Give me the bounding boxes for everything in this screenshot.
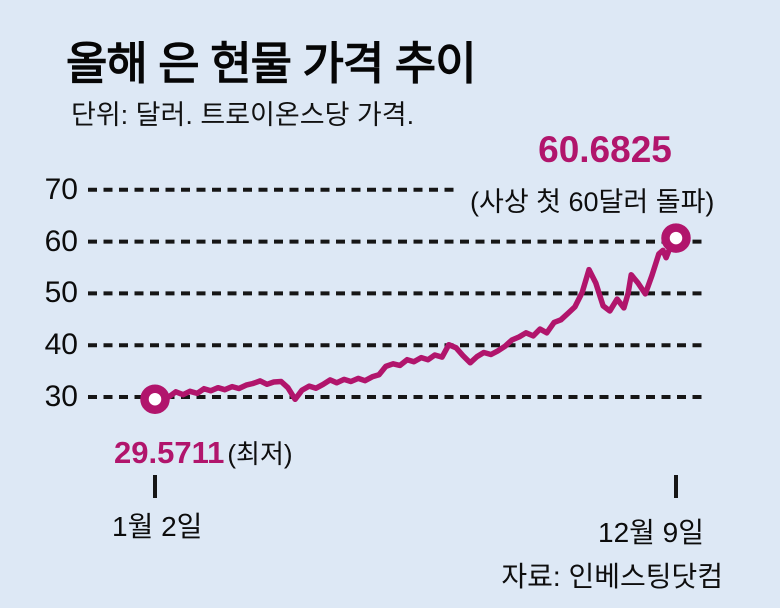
y-axis-tick-label-70: 70 <box>44 172 78 206</box>
low-annotation-row: 29.5711 (최저) <box>114 434 293 471</box>
y-axis-tick-label-50: 50 <box>44 276 78 310</box>
y-axis-tick-label-30: 30 <box>44 380 78 413</box>
low-value-label: 29.5711 <box>114 435 225 470</box>
y-axis-tick-label-40: 40 <box>44 328 78 362</box>
chart-title: 올해 은 현물 가격 추이 <box>66 38 477 89</box>
peak-value-label: 60.6825 <box>538 129 672 170</box>
chart-unit-subtitle: 단위: 달러. 트로이온스당 가격. <box>71 100 415 130</box>
x-axis-label-end: 12월 9일 <box>598 517 705 548</box>
x-axis-label-start: 1월 2일 <box>112 511 203 542</box>
end-marker <box>661 223 691 253</box>
y-axis-tick-label-60: 60 <box>44 224 78 258</box>
source-credit: 자료: 인베스팅닷컴 <box>501 561 723 592</box>
low-note-label: (최저) <box>227 439 293 469</box>
price-line <box>152 235 679 403</box>
start-marker <box>140 384 170 414</box>
peak-annotation: (사상 첫 60달러 돌파) <box>470 187 715 217</box>
